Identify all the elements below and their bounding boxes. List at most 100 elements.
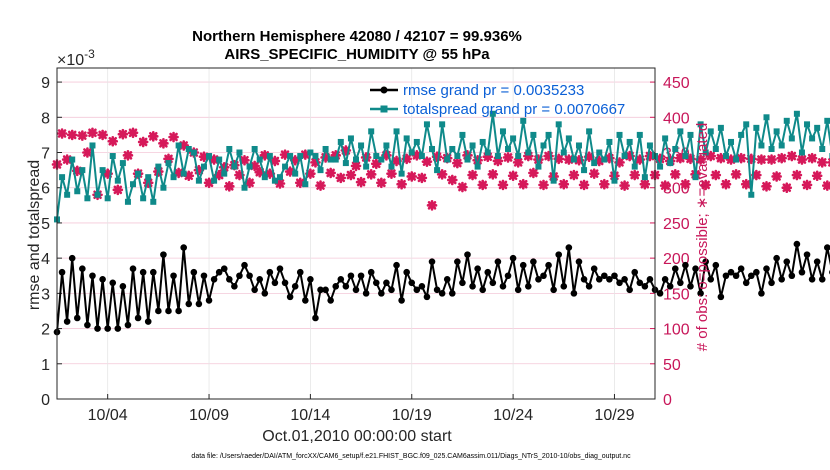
obs-count-point: [112, 184, 124, 196]
spread-point: [94, 191, 101, 198]
spread-point: [672, 145, 679, 152]
rmse-point: [666, 283, 674, 290]
obs-count-point: [487, 169, 499, 180]
rmse-point: [276, 265, 284, 273]
obs-count-point: [77, 130, 88, 141]
spread-point: [236, 149, 243, 156]
spread-point: [124, 198, 131, 205]
rmse-point: [236, 272, 243, 280]
rmse-point: [180, 244, 187, 251]
spread-point: [363, 163, 370, 170]
obs-count-point: [436, 169, 448, 180]
rmse-point: [687, 283, 694, 290]
rmse-point: [677, 279, 684, 287]
rmse-point: [636, 279, 644, 287]
spread-point: [657, 163, 664, 170]
rmse-point: [149, 268, 157, 276]
rmse-point: [357, 272, 365, 280]
rmse-point: [327, 297, 334, 304]
rmse-point: [773, 254, 780, 262]
obs-count-point: [244, 177, 255, 189]
rmse-point: [302, 297, 309, 304]
spread-point: [287, 153, 294, 160]
rmse-point: [798, 268, 806, 276]
spread-point: [459, 131, 466, 138]
spread-point: [641, 174, 648, 181]
rmse-point: [109, 279, 117, 287]
spread-point: [469, 142, 476, 149]
rmse-point: [160, 251, 167, 258]
spread-point: [565, 135, 572, 142]
obs-count-point: [756, 154, 767, 165]
spread-point: [626, 138, 633, 145]
rmse-point: [783, 258, 791, 265]
spread-point: [621, 153, 628, 160]
obs-count-point: [801, 179, 813, 191]
rmse-point: [595, 275, 603, 283]
obs-count-point: [147, 131, 159, 142]
spread-point: [489, 110, 496, 117]
y2-tick-label: 50: [663, 357, 681, 374]
obs-count-point: [517, 178, 529, 190]
rmse-point: [139, 268, 147, 276]
spread-point: [667, 160, 674, 167]
spread-point: [733, 156, 740, 163]
spread-point: [682, 153, 689, 160]
rmse-point: [753, 268, 760, 276]
obs-count-point: [497, 179, 509, 191]
y-tick-label: 8: [41, 110, 50, 127]
x-tick-label: 10/19: [392, 407, 432, 424]
spread-point: [140, 195, 147, 202]
rmse-point: [322, 286, 329, 294]
rmse-point: [454, 258, 461, 265]
spread-point: [170, 174, 177, 181]
obs-count-point: [396, 178, 407, 190]
spread-point: [606, 138, 613, 145]
rmse-point: [793, 240, 801, 248]
spread-point: [185, 145, 192, 152]
obs-count-point: [376, 177, 387, 189]
rmse-point: [438, 290, 446, 297]
obs-count-point: [56, 128, 68, 139]
spread-point: [717, 124, 724, 131]
rmse-point: [555, 251, 563, 258]
spread-point: [560, 149, 567, 156]
y2-tick-label: 450: [663, 75, 690, 92]
rmse-point: [144, 318, 152, 325]
spread-point: [358, 142, 365, 149]
spread-point: [211, 177, 218, 184]
rmse-point: [241, 261, 248, 269]
obs-count-point: [811, 170, 823, 182]
obs-count-point: [335, 172, 347, 184]
obs-count-point: [87, 127, 98, 139]
rmse-point: [372, 279, 380, 287]
plot-grid: [57, 68, 655, 400]
rmse-point: [545, 261, 552, 269]
rmse-point: [129, 265, 137, 273]
x-axis-label: Oct.01,2010 00:00:00 start: [262, 428, 452, 445]
spread-point: [494, 153, 501, 160]
rmse-point: [185, 300, 193, 308]
spread-point: [155, 163, 162, 170]
obs-count-point: [66, 129, 78, 141]
spread-point: [687, 131, 694, 138]
obs-count-point: [213, 169, 225, 181]
spread-point: [662, 135, 669, 142]
obs-count-point: [107, 135, 119, 147]
obs-count-point: [705, 150, 717, 162]
rmse-point: [215, 268, 223, 276]
rmse-point: [671, 265, 679, 273]
rmse-point: [165, 307, 172, 315]
rmse-point: [231, 283, 238, 290]
rmse-point: [504, 272, 512, 280]
obs-count-point: [97, 129, 108, 141]
spread-point: [109, 153, 116, 160]
rmse-point: [104, 325, 111, 332]
spread-point: [104, 195, 111, 202]
obs-count-point: [122, 150, 134, 161]
rmse-point: [418, 283, 426, 290]
spread-point: [819, 145, 826, 152]
spread-point: [748, 191, 755, 198]
